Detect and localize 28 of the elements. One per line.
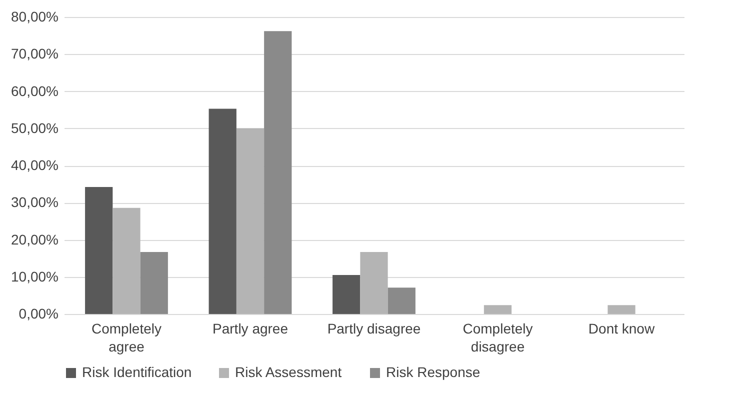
legend-label: Risk Response	[386, 364, 480, 380]
y-tick-label: 80,00%	[11, 8, 58, 24]
y-tick-label: 0,00%	[18, 306, 58, 322]
x-tick-label: Partly agree	[212, 320, 288, 336]
y-tick-label: 10,00%	[11, 268, 58, 284]
y-tick-label: 20,00%	[11, 231, 58, 248]
y-tick-label: 40,00%	[11, 157, 58, 173]
x-tick-label: Completely disagree	[462, 320, 533, 354]
bar	[388, 288, 416, 314]
bar	[484, 305, 512, 314]
bar	[264, 31, 292, 314]
x-tick-label: Dont know	[588, 320, 656, 336]
y-tick-label: 50,00%	[11, 120, 58, 136]
legend-label: Risk Assessment	[235, 364, 342, 380]
y-tick-label: 30,00%	[11, 194, 58, 210]
legend-label: Risk Identification	[82, 364, 192, 380]
x-tick-label: Completely agree	[91, 320, 162, 354]
bar	[112, 208, 140, 314]
bar	[140, 252, 168, 314]
bar	[85, 187, 113, 314]
bar	[332, 275, 360, 314]
y-tick-label: 70,00%	[11, 46, 58, 62]
bar	[208, 108, 236, 314]
bar	[608, 305, 636, 314]
y-tick-label: 60,00%	[11, 82, 58, 99]
bar	[360, 252, 388, 314]
x-tick-label: Partly disagree	[327, 320, 421, 336]
bar	[236, 128, 264, 314]
